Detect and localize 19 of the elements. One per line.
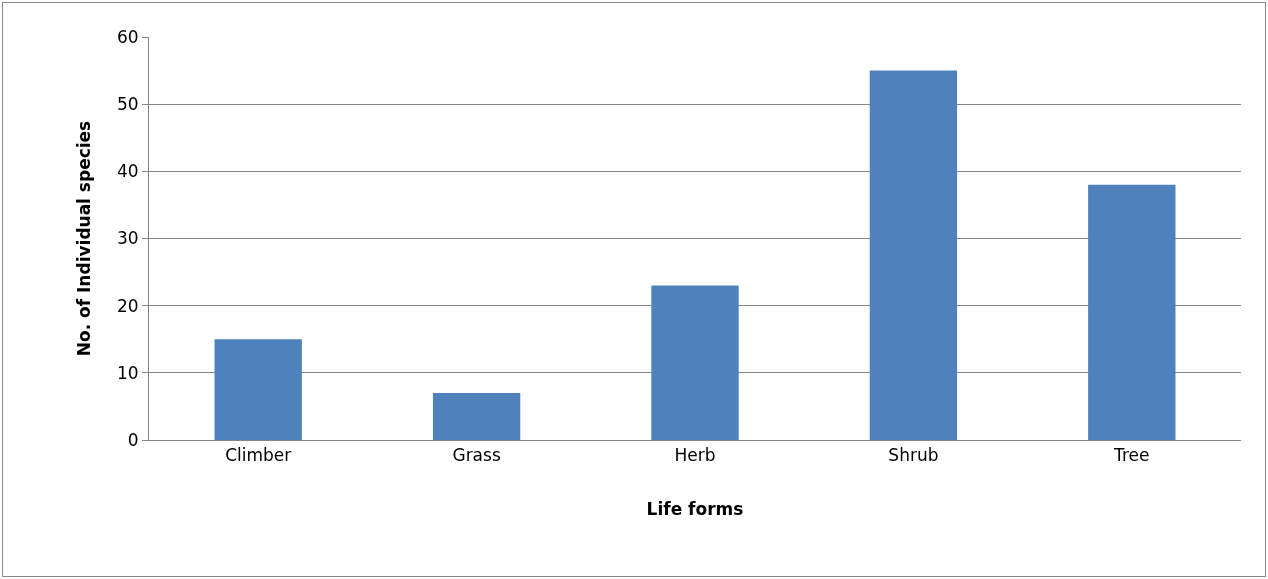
bar <box>1088 184 1176 440</box>
y-tick-label: 50 <box>116 94 139 115</box>
y-tick-label: 10 <box>116 362 139 383</box>
x-tick-label: Grass <box>452 445 501 466</box>
y-tick-label: 30 <box>116 228 139 249</box>
bar <box>432 392 521 440</box>
x-tick-label: Climber <box>225 445 292 466</box>
y-tick-label: 20 <box>116 295 139 316</box>
y-tick-label: 60 <box>116 26 139 47</box>
y-axis-title: No. of Individual species <box>73 120 94 357</box>
x-tick-label: Herb <box>674 445 716 466</box>
x-tick-label: Tree <box>1113 445 1150 466</box>
bar <box>214 339 302 440</box>
bar <box>869 70 958 440</box>
bar <box>651 285 739 440</box>
x-tick-label: Shrub <box>888 445 939 466</box>
y-tick-label: 0 <box>127 429 139 450</box>
x-axis-title: Life forms <box>646 498 744 519</box>
y-tick-label: 40 <box>116 161 139 182</box>
